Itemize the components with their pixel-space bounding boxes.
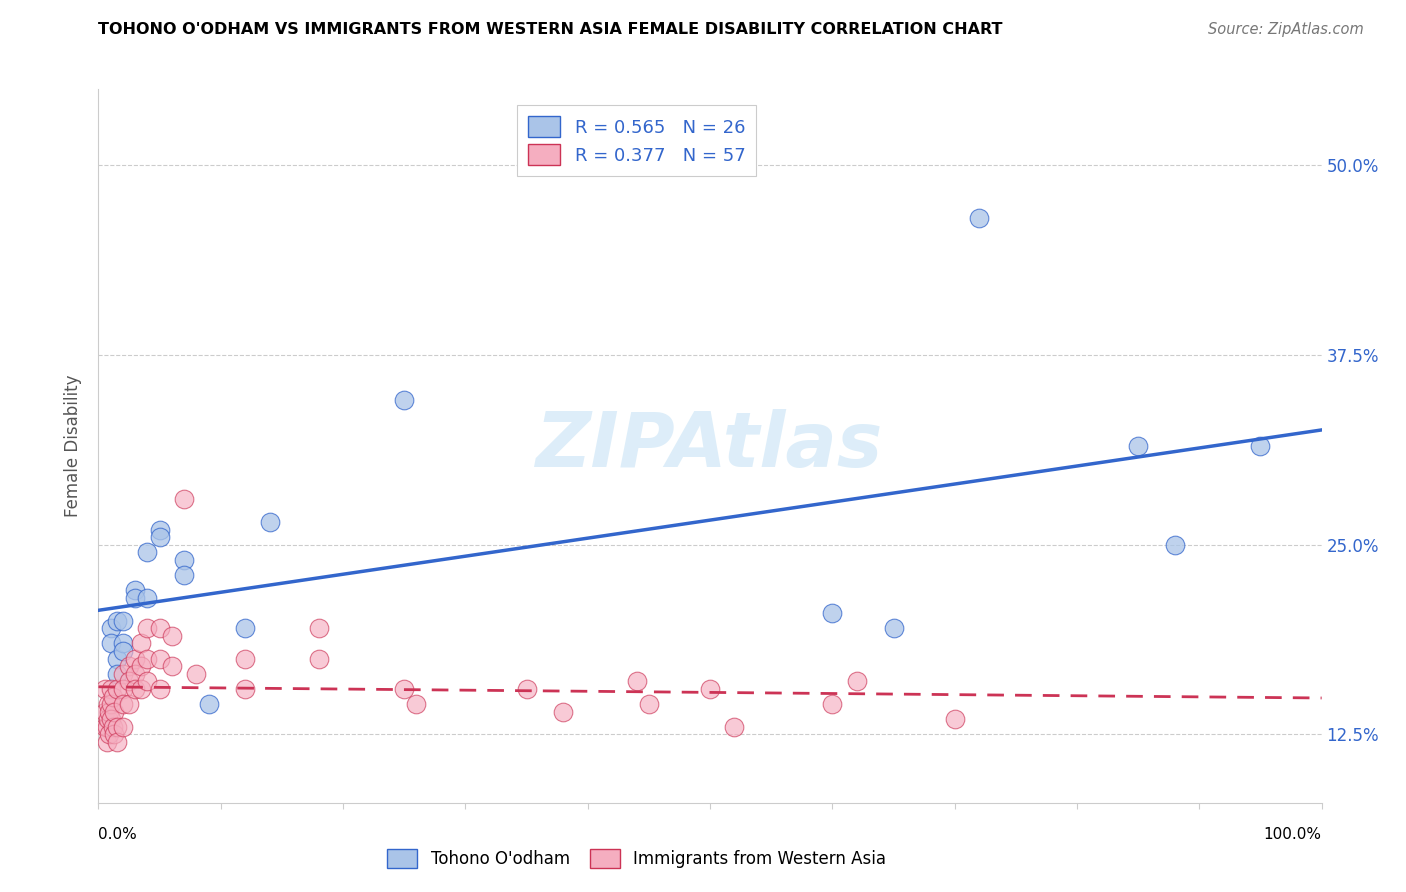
Point — [136, 545, 159, 559]
Point — [129, 659, 152, 673]
Point — [699, 681, 721, 696]
Point — [103, 727, 125, 741]
Point — [101, 690, 124, 704]
Point — [308, 651, 330, 665]
Point — [105, 651, 128, 665]
Point — [103, 705, 125, 719]
Point — [149, 621, 172, 635]
Point — [111, 681, 134, 696]
Point — [233, 621, 256, 635]
Point — [124, 591, 146, 605]
Point — [883, 621, 905, 635]
Point — [100, 712, 122, 726]
Point — [821, 606, 844, 620]
Point — [111, 644, 134, 658]
Point — [149, 681, 172, 696]
Point — [93, 720, 115, 734]
Point — [111, 636, 134, 650]
Point — [100, 697, 122, 711]
Point — [1164, 538, 1187, 552]
Point — [149, 523, 172, 537]
Point — [160, 659, 183, 673]
Point — [173, 553, 195, 567]
Text: ZIPAtlas: ZIPAtlas — [536, 409, 884, 483]
Point — [105, 666, 128, 681]
Point — [124, 583, 146, 598]
Point — [392, 393, 416, 408]
Point — [149, 651, 172, 665]
Point — [233, 681, 256, 696]
Point — [392, 681, 416, 696]
Point — [136, 651, 159, 665]
Point — [149, 530, 172, 544]
Point — [129, 681, 152, 696]
Point — [308, 621, 330, 635]
Point — [723, 720, 745, 734]
Point — [967, 211, 990, 226]
Point — [111, 666, 134, 681]
Point — [100, 681, 122, 696]
Point — [98, 727, 121, 741]
Text: TOHONO O'ODHAM VS IMMIGRANTS FROM WESTERN ASIA FEMALE DISABILITY CORRELATION CHA: TOHONO O'ODHAM VS IMMIGRANTS FROM WESTER… — [98, 22, 1002, 37]
Point — [553, 705, 575, 719]
Point — [259, 515, 281, 529]
Point — [111, 720, 134, 734]
Point — [93, 705, 115, 719]
Point — [821, 697, 844, 711]
Point — [98, 705, 121, 719]
Point — [118, 659, 141, 673]
Point — [124, 681, 146, 696]
Y-axis label: Female Disability: Female Disability — [65, 375, 83, 517]
Point — [233, 651, 256, 665]
Point — [943, 712, 966, 726]
Text: Source: ZipAtlas.com: Source: ZipAtlas.com — [1208, 22, 1364, 37]
Point — [1128, 439, 1150, 453]
Point — [124, 651, 146, 665]
Point — [105, 614, 128, 628]
Point — [111, 614, 134, 628]
Point — [186, 666, 208, 681]
Point — [100, 621, 122, 635]
Point — [118, 674, 141, 689]
Point — [97, 712, 120, 726]
Point — [136, 591, 159, 605]
Point — [118, 697, 141, 711]
Legend: Tohono O'odham, Immigrants from Western Asia: Tohono O'odham, Immigrants from Western … — [378, 840, 894, 877]
Point — [96, 735, 118, 749]
Point — [136, 621, 159, 635]
Point — [626, 674, 648, 689]
Point — [105, 681, 128, 696]
Point — [129, 636, 152, 650]
Point — [111, 697, 134, 711]
Point — [845, 674, 868, 689]
Point — [136, 674, 159, 689]
Point — [96, 720, 118, 734]
Point — [101, 720, 124, 734]
Point — [405, 697, 427, 711]
Point — [638, 697, 661, 711]
Point — [197, 697, 219, 711]
Point — [97, 697, 120, 711]
Point — [105, 735, 128, 749]
Text: 0.0%: 0.0% — [98, 827, 138, 841]
Point — [173, 492, 195, 507]
Point — [1249, 439, 1271, 453]
Point — [173, 568, 195, 582]
Point — [93, 681, 115, 696]
Point — [100, 636, 122, 650]
Point — [124, 666, 146, 681]
Point — [105, 720, 128, 734]
Point — [160, 629, 183, 643]
Point — [515, 681, 537, 696]
Text: 100.0%: 100.0% — [1264, 827, 1322, 841]
